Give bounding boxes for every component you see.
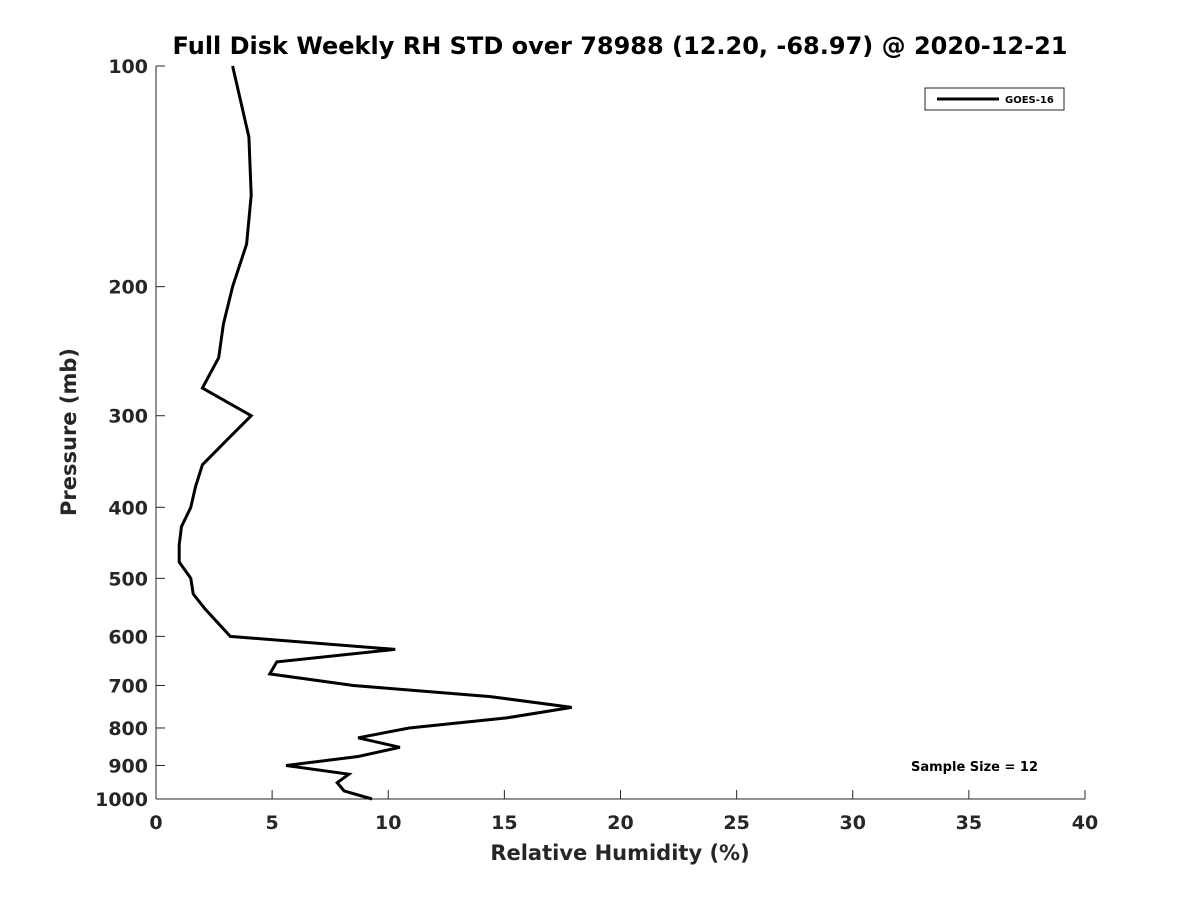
y-axis-label: Pressure (mb): [57, 348, 81, 516]
y-tick-label: 500: [108, 568, 148, 590]
x-axis-label: Relative Humidity (%): [490, 841, 749, 865]
y-axis-ticks: 100 200 300 400 500 600 700 800 900 1000: [95, 56, 165, 811]
y-tick-label: 300: [108, 406, 148, 428]
y-tick-label: 1000: [95, 789, 148, 811]
y-tick-label: 200: [108, 277, 148, 299]
y-tick-label: 600: [108, 626, 148, 648]
y-tick-label: 900: [108, 755, 148, 777]
y-tick-label: 800: [108, 718, 148, 740]
x-tick-label: 10: [375, 812, 401, 834]
legend: GOES-16: [924, 87, 1065, 111]
x-tick-label: 5: [266, 812, 279, 834]
x-tick-label: 25: [723, 812, 749, 834]
x-tick-label: 35: [956, 812, 982, 834]
x-tick-label: 20: [607, 812, 633, 834]
x-tick-label: 30: [840, 812, 866, 834]
sample-size-note: Sample Size = 12: [911, 760, 1038, 775]
x-tick-label: 0: [149, 812, 162, 834]
x-tick-label: 15: [491, 812, 517, 834]
chart-title: Full Disk Weekly RH STD over 78988 (12.2…: [173, 32, 1068, 60]
x-axis-ticks: 0 5 10 15 20 25 30 35 40: [149, 790, 1098, 834]
y-tick-label: 100: [108, 56, 148, 78]
y-tick-label: 700: [108, 675, 148, 697]
series-line-goes-16: [177, 65, 572, 801]
legend-label-goes-16: GOES-16: [1005, 95, 1054, 106]
series-layer: [177, 65, 572, 801]
x-tick-label: 40: [1072, 812, 1098, 834]
y-tick-label: 400: [108, 497, 148, 519]
